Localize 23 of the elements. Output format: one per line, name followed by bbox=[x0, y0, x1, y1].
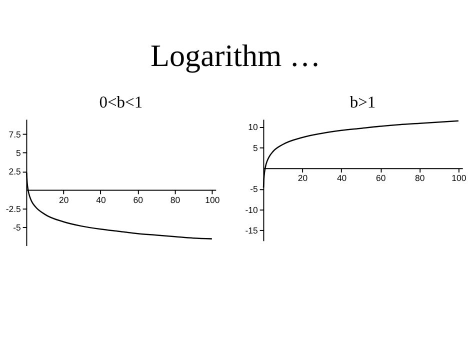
x-tick-label: 80 bbox=[170, 194, 180, 205]
y-tick-label: 5 bbox=[16, 148, 22, 158]
x-tick-label: 20 bbox=[58, 194, 69, 205]
x-tick-label: 40 bbox=[96, 194, 106, 205]
chart-subtitle: 0<b<1 bbox=[99, 92, 143, 112]
x-tick-label: 20 bbox=[298, 173, 308, 184]
y-tick-label: -15 bbox=[245, 226, 258, 236]
x-tick-label: 100 bbox=[452, 173, 466, 184]
y-tick-label: 10 bbox=[248, 122, 258, 132]
y-tick-label: 5 bbox=[253, 142, 258, 153]
y-tick-label: 7.5 bbox=[8, 129, 22, 140]
x-tick-label: 100 bbox=[205, 194, 220, 205]
x-tick-label: 40 bbox=[336, 173, 347, 184]
chart-subtitle: b>1 bbox=[350, 92, 376, 112]
y-tick-label: 2.5 bbox=[8, 166, 22, 177]
y-tick-label: -10 bbox=[245, 204, 258, 215]
y-tick-label: -5 bbox=[250, 184, 258, 194]
x-tick-label: 80 bbox=[415, 173, 425, 184]
y-tick-label: -2.5 bbox=[6, 204, 22, 214]
x-tick-label: 60 bbox=[133, 194, 144, 205]
x-tick-label: 60 bbox=[376, 173, 386, 184]
y-tick-label: -5 bbox=[13, 222, 22, 232]
chart-title: Logarithm … bbox=[150, 38, 321, 73]
